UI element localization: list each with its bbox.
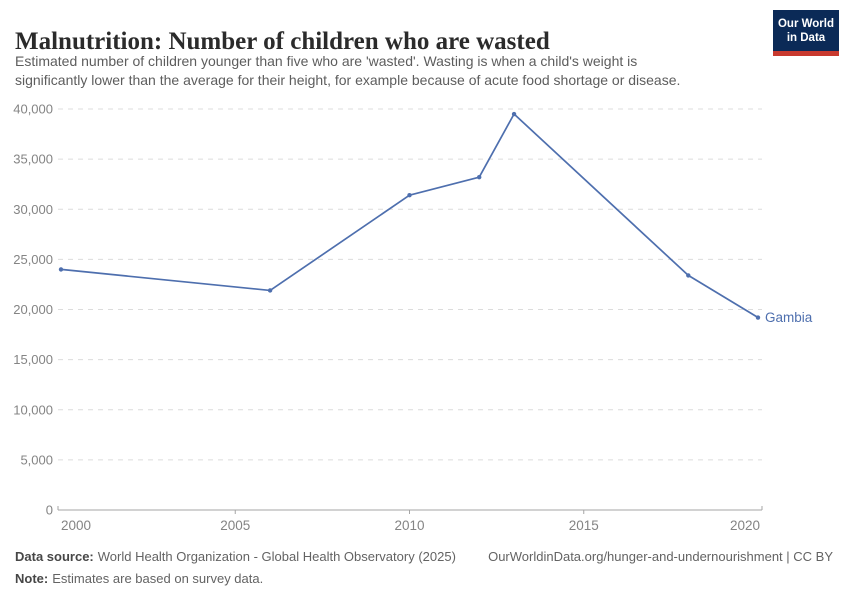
chart-title: Malnutrition: Number of children who are…: [15, 27, 550, 55]
chart-subtitle-line-2: significantly lower than the average for…: [15, 72, 681, 88]
footer-row-2: Note: Estimates are based on survey data.: [15, 568, 835, 590]
owid-logo-line-1: Our World: [777, 17, 834, 30]
x-axis-tick-label: 2020: [730, 518, 760, 533]
data-point-marker[interactable]: [511, 111, 517, 117]
data-point-marker[interactable]: [477, 174, 482, 180]
x-axis-tick-label: 2005: [220, 518, 250, 533]
data-point-marker[interactable]: [686, 273, 691, 278]
series-line-gambia[interactable]: [60, 113, 759, 319]
footer-row-1: Data source: World Health Organization - …: [15, 546, 835, 568]
y-axis-tick-label: 10,000: [13, 402, 53, 417]
series-entity-label[interactable]: Gambia: [765, 310, 813, 325]
owid-logo-text: Our World in Data: [773, 10, 839, 51]
y-axis-tick-label: 25,000: [13, 252, 53, 267]
y-axis-tick-label: 15,000: [13, 352, 53, 367]
attribution-link[interactable]: OurWorldinData.org/hunger-and-undernouri…: [488, 549, 833, 564]
y-axis-tick-label: 30,000: [13, 202, 53, 217]
y-axis-tick-label: 0: [46, 503, 53, 518]
data-source-value: World Health Organization - Global Healt…: [97, 549, 456, 564]
x-axis-tick-label: 2000: [61, 518, 91, 533]
owid-logo-line-2: in Data: [786, 31, 826, 44]
chart-subtitle-line-1: Estimated number of children younger tha…: [15, 53, 638, 69]
data-point-marker[interactable]: [58, 267, 64, 272]
chart-footer: Data source: World Health Organization - …: [15, 546, 835, 590]
owid-logo-accent-bar: [773, 51, 839, 56]
data-point-marker[interactable]: [755, 315, 761, 320]
x-axis-tick-label: 2010: [394, 518, 424, 533]
chart-subtitle: Estimated number of children younger tha…: [15, 52, 680, 90]
y-axis-tick-label: 40,000: [13, 102, 53, 117]
data-point-marker[interactable]: [267, 288, 273, 293]
y-axis-tick-label: 35,000: [13, 152, 53, 167]
x-axis-tick-label: 2015: [569, 518, 599, 533]
owid-logo[interactable]: Our World in Data: [773, 10, 839, 56]
data-source-label: Data source:: [15, 549, 94, 564]
note-value: Estimates are based on survey data.: [52, 571, 264, 586]
y-axis-tick-label: 20,000: [13, 302, 53, 317]
line-chart-svg[interactable]: 0 5,000 10,000 15,000 20,000 25,000 30,000 35,0…: [0, 95, 850, 545]
data-point-marker[interactable]: [407, 193, 412, 198]
y-axis-tick-label: 5,000: [20, 452, 53, 467]
note-label: Note:: [15, 571, 49, 586]
